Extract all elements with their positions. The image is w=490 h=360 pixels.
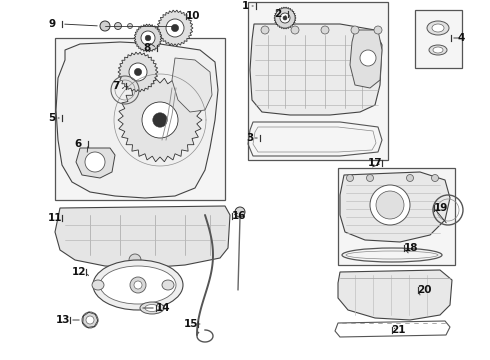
Text: 12: 12 [72, 267, 87, 277]
Text: 20: 20 [417, 285, 432, 295]
Circle shape [432, 175, 439, 181]
Circle shape [374, 26, 382, 34]
Polygon shape [338, 270, 452, 320]
Text: 17: 17 [368, 158, 383, 168]
Polygon shape [172, 58, 212, 112]
Polygon shape [76, 148, 115, 178]
Polygon shape [350, 30, 382, 88]
Circle shape [115, 22, 122, 30]
Polygon shape [56, 42, 218, 198]
Polygon shape [340, 172, 450, 242]
Polygon shape [134, 24, 162, 52]
Ellipse shape [145, 305, 159, 311]
Circle shape [261, 26, 269, 34]
Circle shape [280, 13, 290, 23]
Text: 5: 5 [48, 113, 55, 123]
Circle shape [291, 26, 299, 34]
Ellipse shape [93, 260, 183, 310]
Ellipse shape [433, 47, 443, 53]
Ellipse shape [429, 45, 447, 55]
Circle shape [235, 207, 245, 217]
Ellipse shape [427, 21, 449, 35]
Text: 11: 11 [48, 213, 63, 223]
Circle shape [129, 63, 147, 81]
Bar [415, 10, 462, 68]
Text: 7: 7 [112, 81, 120, 91]
Circle shape [85, 152, 105, 172]
Circle shape [129, 254, 141, 266]
Circle shape [407, 175, 414, 181]
Text: 13: 13 [56, 315, 71, 325]
Text: 3: 3 [246, 133, 253, 143]
Text: 8: 8 [143, 43, 150, 53]
Polygon shape [157, 10, 193, 46]
Text: 2: 2 [274, 9, 281, 19]
Circle shape [145, 35, 151, 41]
Ellipse shape [100, 266, 176, 304]
Ellipse shape [92, 280, 104, 290]
Text: 15: 15 [184, 319, 198, 329]
Bar [55, 38, 225, 200]
Circle shape [367, 175, 373, 181]
Text: 16: 16 [231, 211, 246, 221]
Circle shape [346, 175, 353, 181]
Text: 9: 9 [48, 19, 55, 29]
Circle shape [351, 26, 359, 34]
Text: 10: 10 [186, 11, 200, 21]
Text: 18: 18 [403, 243, 418, 253]
Circle shape [360, 50, 376, 66]
Circle shape [166, 19, 184, 37]
Polygon shape [118, 78, 202, 162]
Circle shape [142, 102, 178, 138]
Circle shape [82, 312, 98, 328]
Polygon shape [274, 7, 296, 29]
Circle shape [172, 24, 178, 32]
Circle shape [376, 191, 404, 219]
Text: 14: 14 [155, 303, 170, 313]
Ellipse shape [140, 302, 164, 314]
Circle shape [283, 16, 287, 20]
Circle shape [100, 21, 110, 31]
Circle shape [370, 185, 410, 225]
Ellipse shape [432, 24, 444, 32]
Polygon shape [55, 206, 230, 268]
Polygon shape [118, 52, 158, 92]
Circle shape [134, 68, 142, 76]
Circle shape [153, 113, 167, 127]
Circle shape [134, 281, 142, 289]
Text: 19: 19 [434, 203, 448, 213]
Ellipse shape [162, 280, 174, 290]
Circle shape [86, 316, 94, 324]
Bar [248, 2, 388, 160]
Text: 21: 21 [392, 325, 406, 335]
Circle shape [127, 23, 132, 28]
Bar [338, 168, 455, 265]
Circle shape [141, 31, 155, 45]
Text: 4: 4 [458, 33, 465, 43]
Polygon shape [250, 24, 382, 115]
Circle shape [130, 277, 146, 293]
Text: 6: 6 [74, 139, 81, 149]
Circle shape [321, 26, 329, 34]
Text: 1: 1 [242, 1, 249, 11]
